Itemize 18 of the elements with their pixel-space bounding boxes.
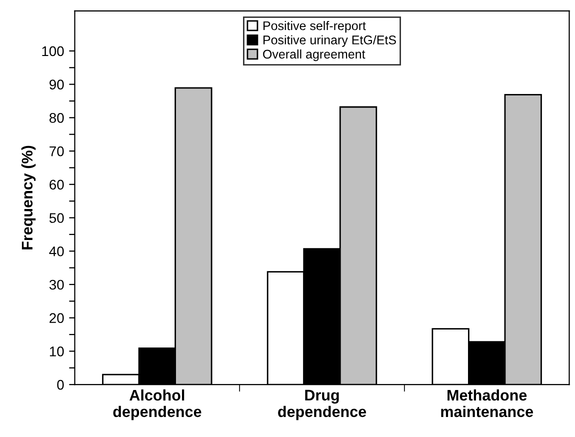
legend-label: Positive self-report: [263, 20, 366, 33]
y-axis-title: Frequency (%): [21, 146, 36, 250]
y-tick-label: 40: [49, 246, 64, 256]
y-tick-label: 90: [50, 80, 64, 90]
legend-label: Overall agreement: [263, 49, 366, 62]
y-tick-label: 70: [50, 146, 64, 156]
y-tick-label: 30: [49, 280, 64, 290]
y-tick-label: 10: [50, 346, 64, 356]
x-tick-label: Alcohol dependence: [113, 389, 202, 420]
y-tick-label: 50: [49, 213, 64, 223]
y-tick-label: 80: [49, 113, 64, 123]
legend-label: Positive urinary EtG/EtS: [263, 35, 396, 47]
x-tick-label: Methadone maintenance: [441, 389, 534, 418]
y-tick-label: 20: [50, 313, 64, 324]
x-tick-label: Drug dependence: [278, 390, 366, 420]
y-tick-label: 100: [42, 46, 64, 56]
y-tick-label: 60: [50, 180, 64, 190]
y-tick-label: 0: [57, 380, 64, 390]
